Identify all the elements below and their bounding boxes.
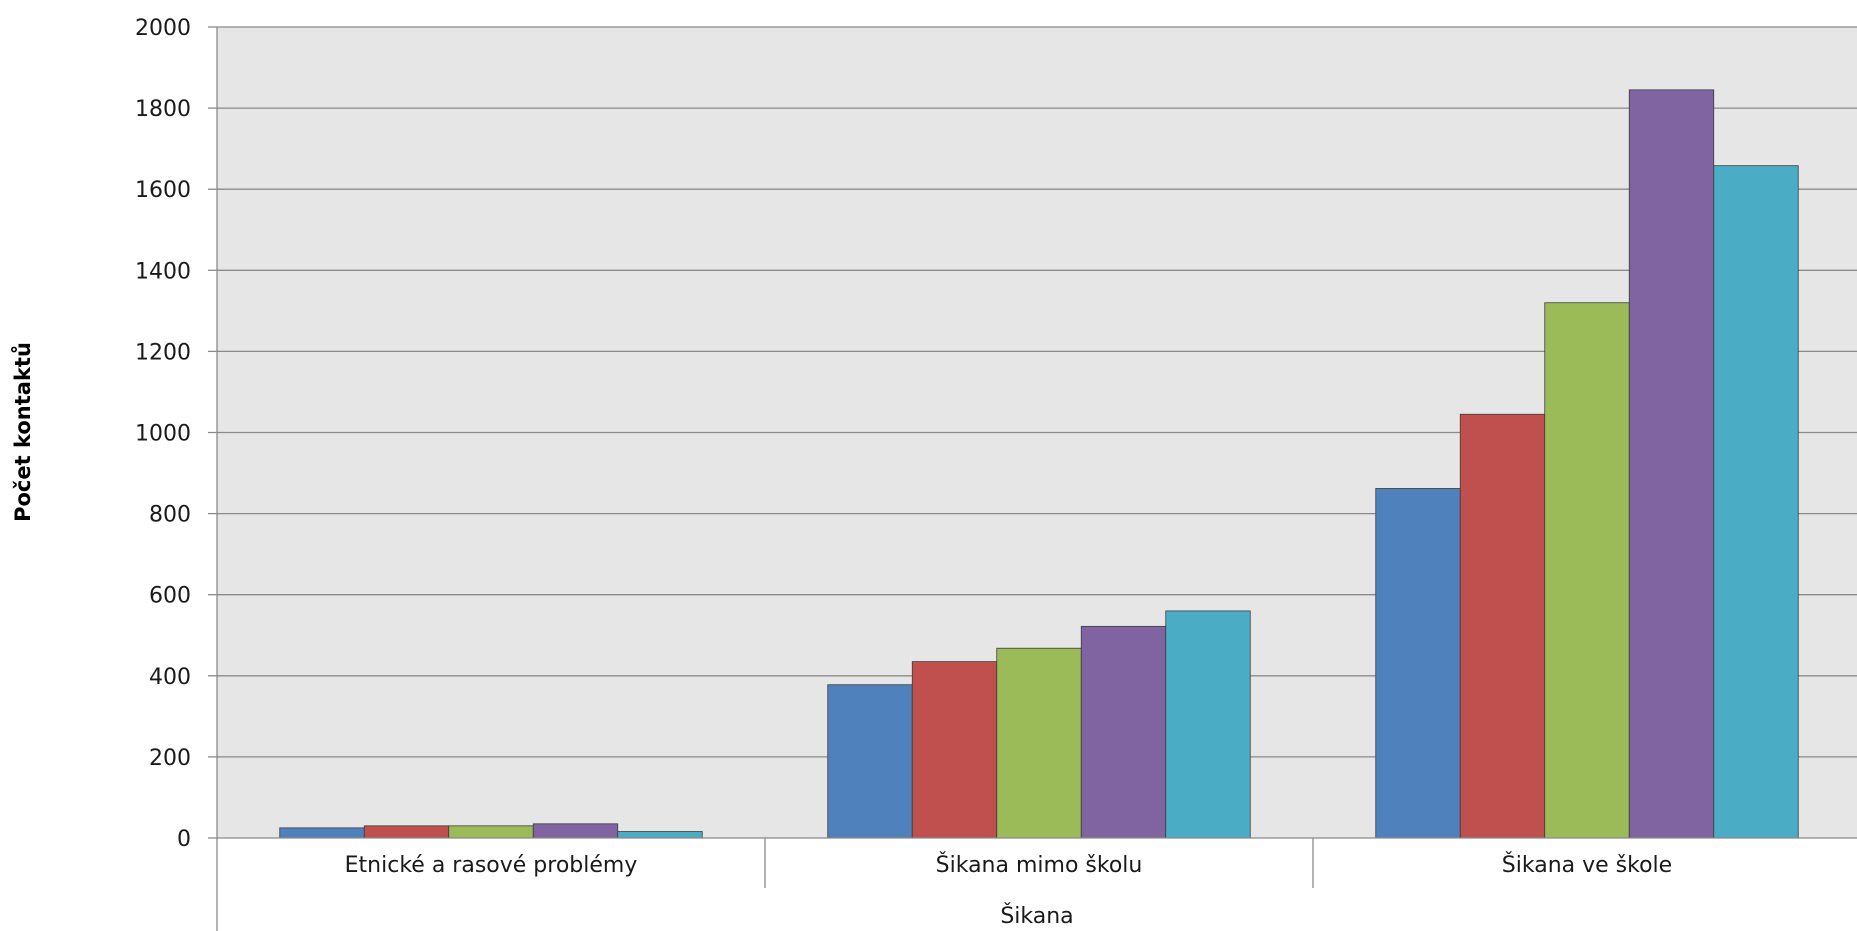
bar	[1459, 413, 1546, 839]
bar	[1165, 610, 1251, 839]
y-tick-label: 1800	[135, 97, 191, 122]
y-tick-label: 0	[177, 827, 191, 852]
bar	[827, 684, 913, 839]
y-tick-label: 200	[149, 746, 191, 771]
axes	[216, 27, 1857, 931]
bar	[532, 823, 619, 839]
bar	[911, 661, 998, 839]
bar	[1628, 89, 1715, 839]
category-label: Etnické a rasové problémy	[345, 853, 638, 878]
bar	[448, 825, 534, 839]
y-tick-label: 600	[149, 584, 191, 609]
y-tick-label: 1000	[135, 422, 191, 447]
bar	[363, 825, 450, 839]
bar	[1080, 625, 1167, 839]
category-labels: Etnické a rasové problémy Šikana mimo ško…	[345, 852, 1673, 878]
bar	[1544, 302, 1630, 839]
bar	[1713, 165, 1799, 839]
y-tick-labels: 0 200 400 600 800 1000 1200 1400 1600 1800 2000	[135, 16, 191, 852]
y-tick-label: 1600	[135, 178, 191, 203]
y-tick-label: 2000	[135, 16, 191, 41]
bars	[279, 89, 1799, 839]
category-label: Šikana ve škole	[1502, 852, 1672, 878]
bar	[1375, 488, 1461, 839]
y-tick-label: 1400	[135, 259, 191, 284]
y-tick-label: 400	[149, 665, 191, 690]
category-label: Šikana mimo školu	[936, 852, 1143, 878]
bar	[996, 647, 1082, 839]
y-tick-label: 800	[149, 503, 191, 528]
group-label: Šikana	[1000, 903, 1073, 929]
bar	[617, 831, 703, 839]
y-tick-label: 1200	[135, 340, 191, 365]
y-axis-title: Počet kontaktů	[11, 342, 35, 522]
bar	[279, 827, 365, 839]
